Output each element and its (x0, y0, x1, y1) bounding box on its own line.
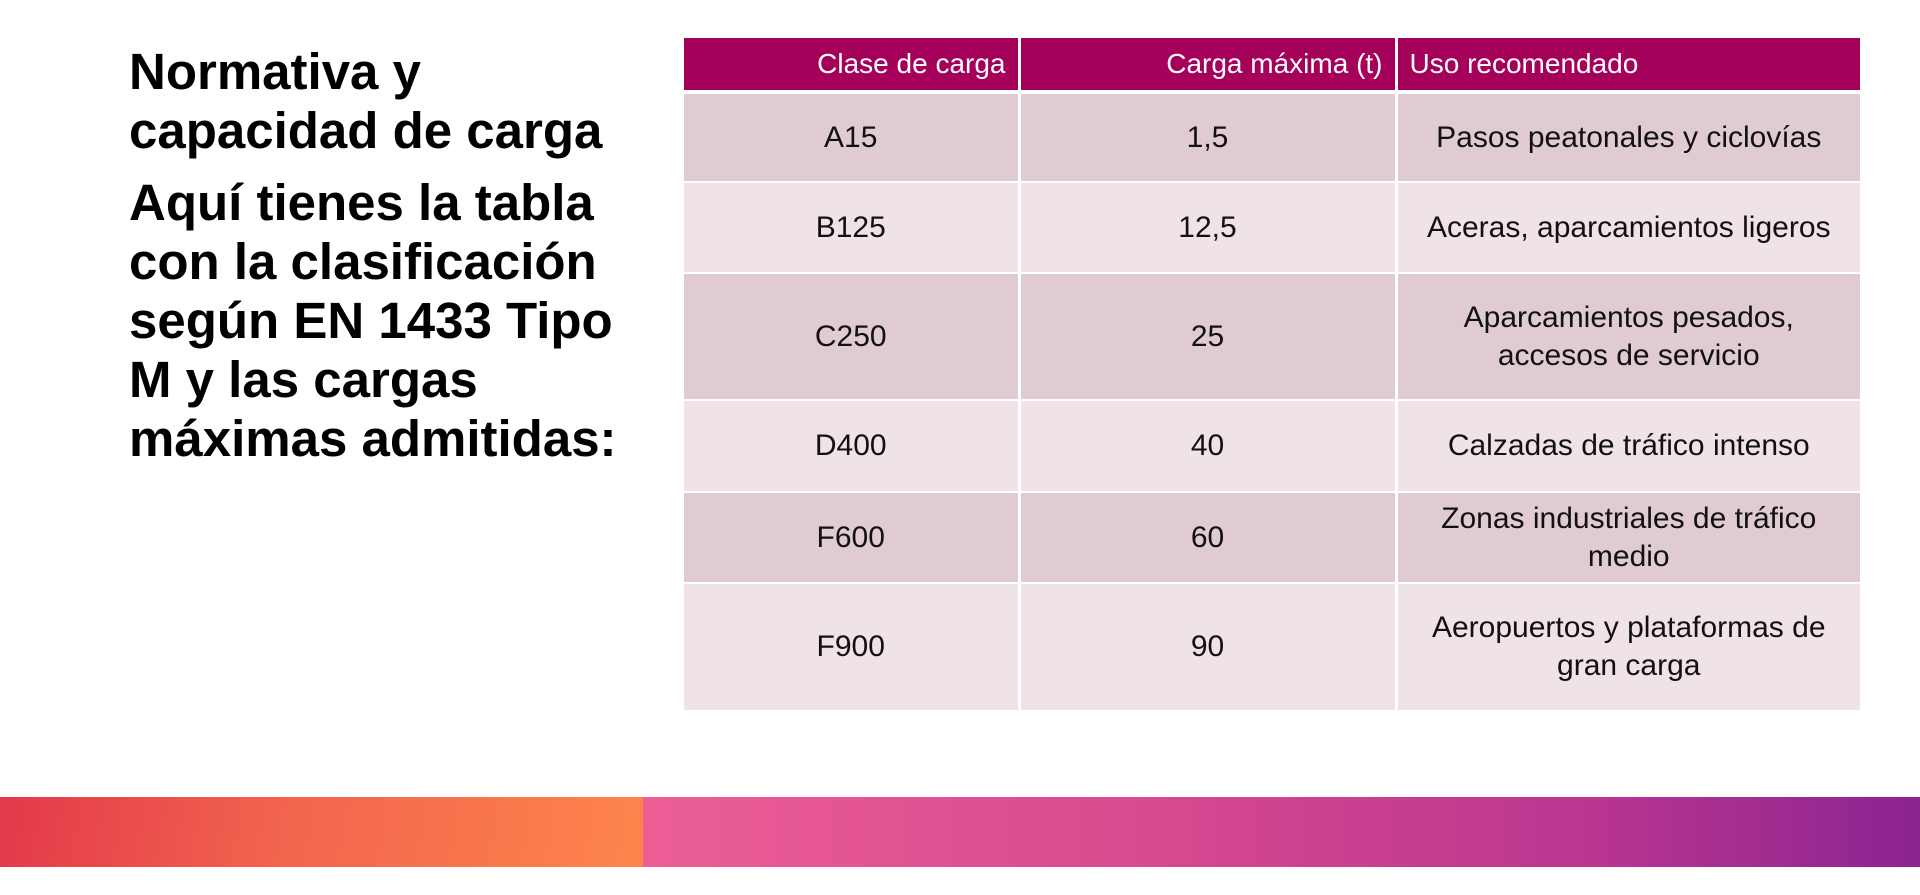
table-row: C250 25 Aparcamientos pesados, accesos d… (684, 272, 1860, 400)
header-recommended-use: Uso recomendado (1394, 38, 1860, 94)
table-row: F600 60 Zonas industriales de tráfico me… (684, 491, 1860, 583)
decorative-bar-right (643, 797, 1920, 867)
cell-max-load: 90 (1017, 582, 1396, 710)
cell-load-class: C250 (684, 272, 1019, 400)
table-row: B125 12,5 Aceras, aparcamientos ligeros (684, 181, 1860, 273)
slide-title: Normativa y capacidad de carga (129, 43, 603, 159)
table-row: D400 40 Calzadas de tráfico intenso (684, 399, 1860, 492)
cell-recommended-use: Aparcamientos pesados, accesos de servic… (1394, 272, 1860, 400)
cell-load-class: B125 (684, 181, 1019, 273)
cell-load-class: A15 (684, 91, 1019, 182)
cell-recommended-use: Calzadas de tráfico intenso (1394, 399, 1860, 492)
slide-title-block: Normativa y capacidad de carga Aquí tien… (129, 42, 669, 468)
table-header-row: Clase de carga Carga máxima (t) Uso reco… (684, 38, 1860, 94)
cell-load-class: D400 (684, 399, 1019, 492)
load-class-table: Clase de carga Carga máxima (t) Uso reco… (684, 38, 1860, 710)
cell-recommended-use: Aceras, aparcamientos ligeros (1394, 181, 1860, 273)
cell-max-load: 12,5 (1017, 181, 1396, 273)
cell-max-load: 25 (1017, 272, 1396, 400)
slide-subtitle: Aquí tienes la tabla con la clasificació… (129, 174, 617, 467)
cell-recommended-use: Aeropuertos y plataformas de gran carga (1394, 582, 1860, 710)
cell-load-class: F900 (684, 582, 1019, 710)
cell-load-class: F600 (684, 491, 1019, 583)
header-max-load: Carga máxima (t) (1017, 38, 1396, 94)
cell-recommended-use: Pasos peatonales y ciclovías (1394, 91, 1860, 182)
decorative-bar-left (0, 797, 643, 867)
table-row: F900 90 Aeropuertos y plataformas de gra… (684, 582, 1860, 710)
cell-max-load: 1,5 (1017, 91, 1396, 182)
table-row: A15 1,5 Pasos peatonales y ciclovías (684, 91, 1860, 182)
cell-max-load: 40 (1017, 399, 1396, 492)
cell-recommended-use: Zonas industriales de tráfico medio (1394, 491, 1860, 583)
header-load-class: Clase de carga (684, 38, 1019, 94)
cell-max-load: 60 (1017, 491, 1396, 583)
